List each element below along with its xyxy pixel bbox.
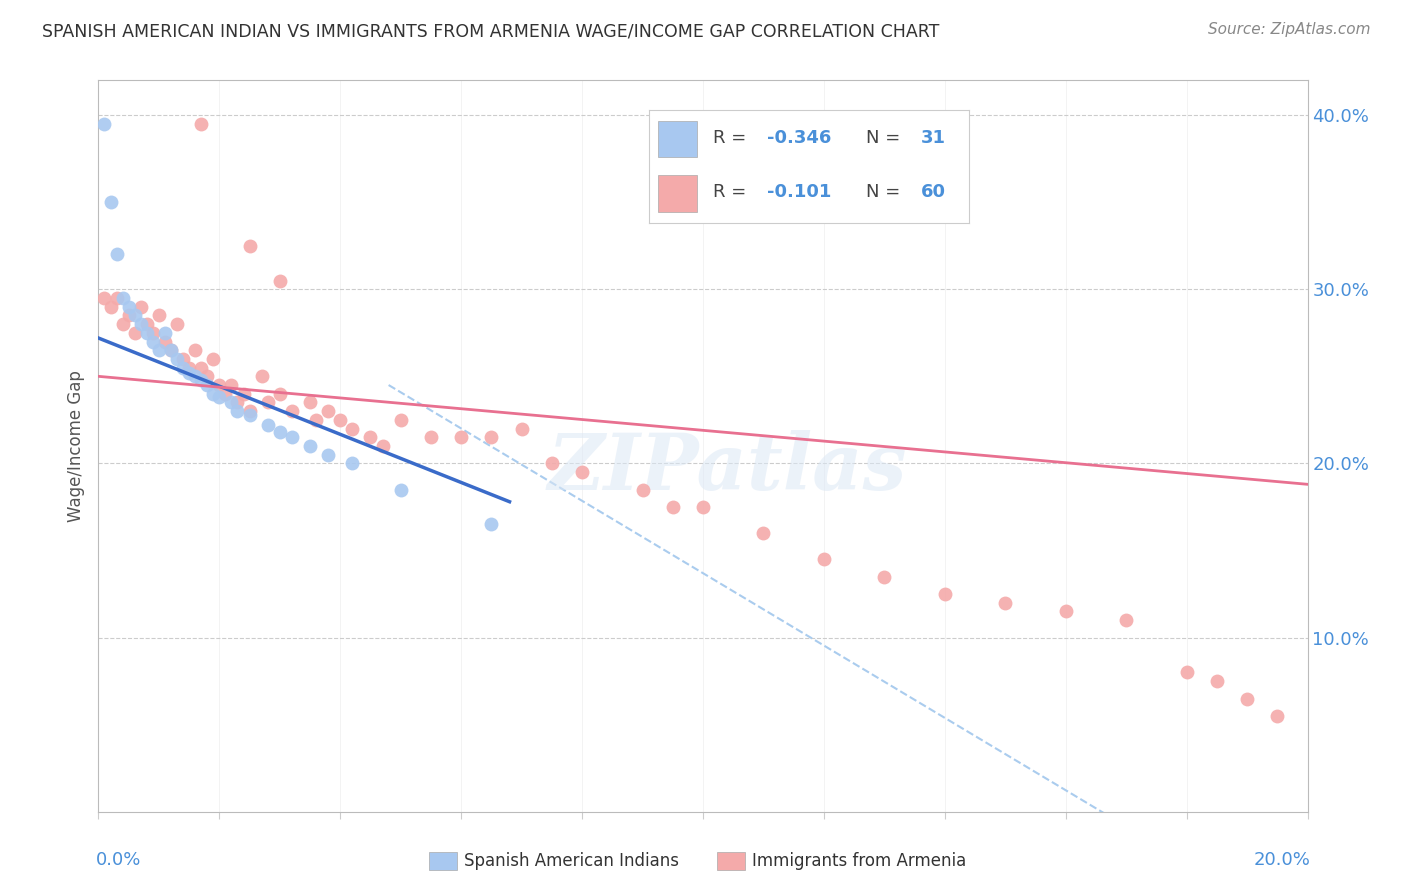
Point <box>153 326 176 340</box>
Point <box>1236 691 1258 706</box>
Point <box>93 117 115 131</box>
Text: SPANISH AMERICAN INDIAN VS IMMIGRANTS FROM ARMENIA WAGE/INCOME GAP CORRELATION C: SPANISH AMERICAN INDIAN VS IMMIGRANTS FR… <box>42 22 939 40</box>
Text: ZIPatlas: ZIPatlas <box>547 430 907 506</box>
Text: Spanish American Indians: Spanish American Indians <box>464 852 679 870</box>
Point <box>118 309 141 323</box>
Y-axis label: Wage/Income Gap: Wage/Income Gap <box>66 370 84 522</box>
Point <box>250 369 273 384</box>
Point <box>190 373 212 387</box>
Point <box>148 343 170 358</box>
Text: 20.0%: 20.0% <box>1254 851 1310 869</box>
Point <box>389 413 412 427</box>
Point <box>135 317 157 331</box>
Point <box>124 326 146 340</box>
Point <box>540 457 562 471</box>
Point <box>1206 674 1229 689</box>
Point <box>179 366 201 380</box>
Text: Immigrants from Armenia: Immigrants from Armenia <box>752 852 966 870</box>
Point <box>202 386 225 401</box>
Point <box>184 369 207 384</box>
Point <box>239 408 262 422</box>
Point <box>1054 604 1077 618</box>
Point <box>100 300 122 314</box>
Point <box>208 378 231 392</box>
Point <box>329 413 352 427</box>
Point <box>481 517 503 532</box>
Point <box>118 300 141 314</box>
Point <box>160 343 183 358</box>
Text: Source: ZipAtlas.com: Source: ZipAtlas.com <box>1208 22 1371 37</box>
Point <box>226 404 249 418</box>
Point <box>111 291 134 305</box>
Point <box>813 552 835 566</box>
Point <box>153 334 176 349</box>
Point <box>299 395 322 409</box>
Point <box>129 317 152 331</box>
Point <box>105 291 128 305</box>
Point <box>571 465 593 479</box>
Point <box>100 195 122 210</box>
Point <box>135 326 157 340</box>
Point <box>93 291 115 305</box>
Point <box>214 386 236 401</box>
Point <box>1267 709 1289 723</box>
Point <box>269 386 291 401</box>
Point <box>160 343 183 358</box>
Point <box>105 247 128 261</box>
Point <box>239 238 262 252</box>
Point <box>269 274 291 288</box>
Point <box>510 421 533 435</box>
Point <box>226 395 249 409</box>
Point <box>994 596 1017 610</box>
Point <box>172 351 194 366</box>
Point <box>179 360 201 375</box>
Point <box>316 404 339 418</box>
Point <box>661 500 683 514</box>
Point <box>232 386 254 401</box>
Point <box>269 425 291 439</box>
Point <box>190 360 212 375</box>
Point <box>208 390 231 404</box>
Point <box>481 430 503 444</box>
Point <box>221 378 243 392</box>
Point <box>111 317 134 331</box>
Point <box>129 300 152 314</box>
Point <box>172 360 194 375</box>
Point <box>342 421 364 435</box>
Point <box>371 439 394 453</box>
Point <box>389 483 412 497</box>
Point <box>752 526 775 541</box>
Point <box>316 448 339 462</box>
Point <box>281 404 304 418</box>
Point <box>202 351 225 366</box>
Point <box>195 378 218 392</box>
Point <box>342 457 364 471</box>
Point <box>148 309 170 323</box>
Point <box>692 500 714 514</box>
Point <box>305 413 328 427</box>
Point <box>420 430 443 444</box>
Point <box>166 317 188 331</box>
Point <box>873 569 896 583</box>
Point <box>239 404 262 418</box>
Point <box>184 343 207 358</box>
Point <box>631 483 654 497</box>
Point <box>299 439 322 453</box>
Point <box>256 395 278 409</box>
Point <box>1115 613 1137 627</box>
Text: 0.0%: 0.0% <box>96 851 141 869</box>
Point <box>450 430 472 444</box>
Point <box>166 351 188 366</box>
Point <box>221 395 243 409</box>
Point <box>124 309 146 323</box>
Point <box>142 334 165 349</box>
Point <box>281 430 304 444</box>
Point <box>360 430 382 444</box>
Point <box>190 117 212 131</box>
Point <box>256 418 278 433</box>
Point <box>195 369 218 384</box>
Point <box>934 587 956 601</box>
Point <box>1175 665 1198 680</box>
Point <box>142 326 165 340</box>
